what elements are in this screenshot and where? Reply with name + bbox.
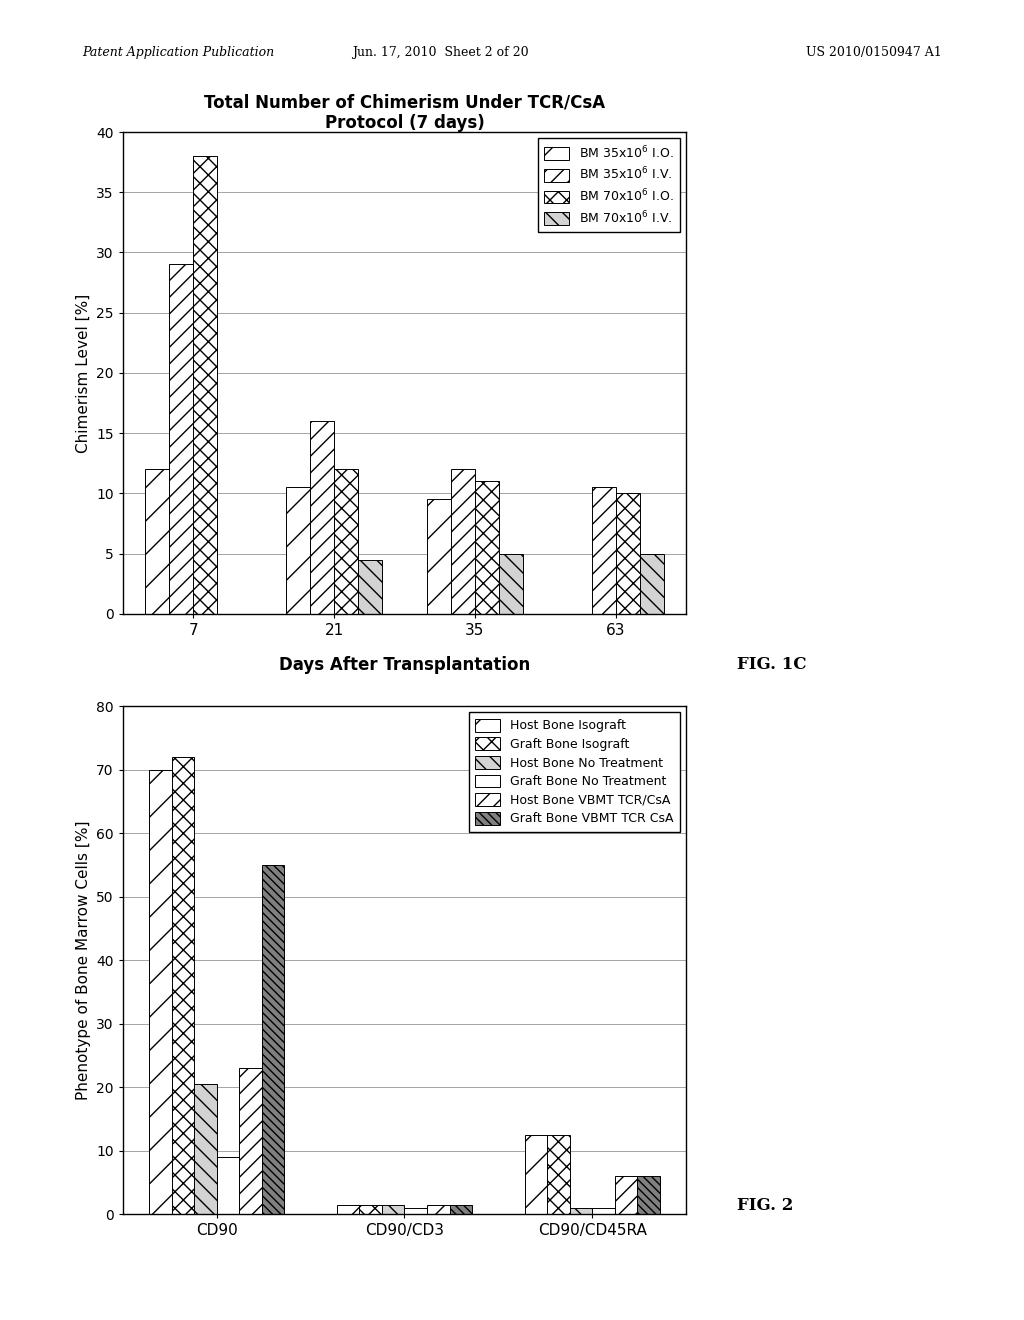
Bar: [169, 264, 194, 614]
Bar: [592, 1208, 614, 1214]
Bar: [194, 156, 217, 614]
Bar: [524, 1135, 547, 1214]
Bar: [358, 560, 382, 614]
Bar: [427, 1205, 450, 1214]
Bar: [614, 1176, 637, 1214]
Bar: [334, 470, 358, 614]
Title: Total Number of Chimerism Under TCR/CsA
Protocol (7 days): Total Number of Chimerism Under TCR/CsA …: [204, 92, 605, 132]
Bar: [382, 1205, 404, 1214]
Text: US 2010/0150947 A1: US 2010/0150947 A1: [806, 46, 942, 59]
Y-axis label: Phenotype of Bone Marrow Cells [%]: Phenotype of Bone Marrow Cells [%]: [76, 821, 91, 1100]
Bar: [262, 865, 285, 1214]
Text: Patent Application Publication: Patent Application Publication: [82, 46, 274, 59]
Bar: [217, 1158, 240, 1214]
Bar: [145, 470, 169, 614]
Bar: [640, 553, 664, 614]
Text: Days After Transplantation: Days After Transplantation: [279, 656, 530, 675]
Bar: [337, 1205, 359, 1214]
Bar: [450, 1205, 472, 1214]
Bar: [427, 499, 451, 614]
Legend: Host Bone Isograft, Graft Bone Isograft, Host Bone No Treatment, Graft Bone No T: Host Bone Isograft, Graft Bone Isograft,…: [469, 713, 680, 832]
Text: Jun. 17, 2010  Sheet 2 of 20: Jun. 17, 2010 Sheet 2 of 20: [352, 46, 528, 59]
Bar: [240, 1068, 262, 1214]
Bar: [592, 487, 615, 614]
Bar: [451, 470, 475, 614]
Bar: [172, 758, 195, 1214]
Bar: [547, 1135, 569, 1214]
Bar: [404, 1208, 427, 1214]
Bar: [569, 1208, 592, 1214]
Text: FIG. 2: FIG. 2: [737, 1197, 794, 1214]
Text: FIG. 1C: FIG. 1C: [737, 656, 807, 673]
Bar: [359, 1205, 382, 1214]
Bar: [195, 1084, 217, 1214]
Bar: [499, 553, 523, 614]
Bar: [287, 487, 310, 614]
Bar: [475, 482, 499, 614]
Bar: [615, 494, 640, 614]
Y-axis label: Chimerism Level [%]: Chimerism Level [%]: [76, 293, 91, 453]
Bar: [637, 1176, 659, 1214]
Legend: BM 35x10$^6$ I.O., BM 35x10$^6$ I.V., BM 70x10$^6$ I.O., BM 70x10$^6$ I.V.: BM 35x10$^6$ I.O., BM 35x10$^6$ I.V., BM…: [538, 139, 680, 232]
Bar: [150, 770, 172, 1214]
Bar: [310, 421, 334, 614]
